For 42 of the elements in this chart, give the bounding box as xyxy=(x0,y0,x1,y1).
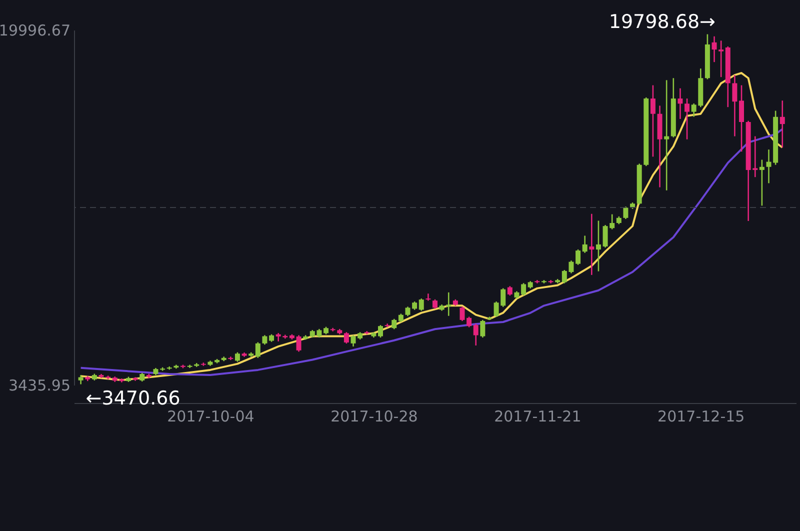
y-tick-label: 19996.67 xyxy=(0,22,70,40)
annotation: 19798.68→ xyxy=(608,11,716,34)
candlestick xyxy=(718,40,724,78)
candlestick xyxy=(678,88,683,120)
candlestick xyxy=(460,306,465,322)
candlestick xyxy=(684,98,690,140)
candlestick xyxy=(507,285,512,296)
line-series xyxy=(80,72,784,382)
candlestick xyxy=(664,80,670,192)
candlestick xyxy=(582,235,588,254)
candlestick xyxy=(623,206,628,220)
candlestick xyxy=(739,84,744,152)
x-tick-label: 2017-12-15 xyxy=(658,408,745,426)
candlestick xyxy=(418,298,424,312)
candlestick xyxy=(432,298,438,310)
candlestick xyxy=(780,100,785,148)
candlestick xyxy=(732,74,738,137)
candlestick xyxy=(712,36,717,63)
candlestick xyxy=(426,292,431,302)
candlestick xyxy=(378,324,384,338)
candlestick xyxy=(480,319,486,338)
y-tick-label: 3435.95 xyxy=(8,376,70,394)
candlestick xyxy=(589,213,594,276)
x-tick-label: 2017-10-04 xyxy=(167,408,254,426)
candlestick xyxy=(650,84,656,158)
candlestick xyxy=(262,334,268,346)
candlestick xyxy=(759,159,764,206)
candlestick xyxy=(473,323,478,346)
line-series xyxy=(80,128,784,376)
x-tick-label: 2017-11-21 xyxy=(494,408,582,426)
annotation: ←3470.66 xyxy=(86,387,180,410)
candlestick xyxy=(596,220,601,272)
candlestick xyxy=(78,374,84,385)
candlestick xyxy=(521,282,526,296)
candlestick xyxy=(234,352,240,362)
candlestick xyxy=(296,334,302,352)
candlestick xyxy=(255,342,260,359)
candlestick xyxy=(392,318,397,330)
candlestick xyxy=(576,248,581,266)
x-tick-label: 2017-10-28 xyxy=(330,408,418,426)
candlestick xyxy=(466,316,472,328)
candlestick xyxy=(344,332,349,344)
